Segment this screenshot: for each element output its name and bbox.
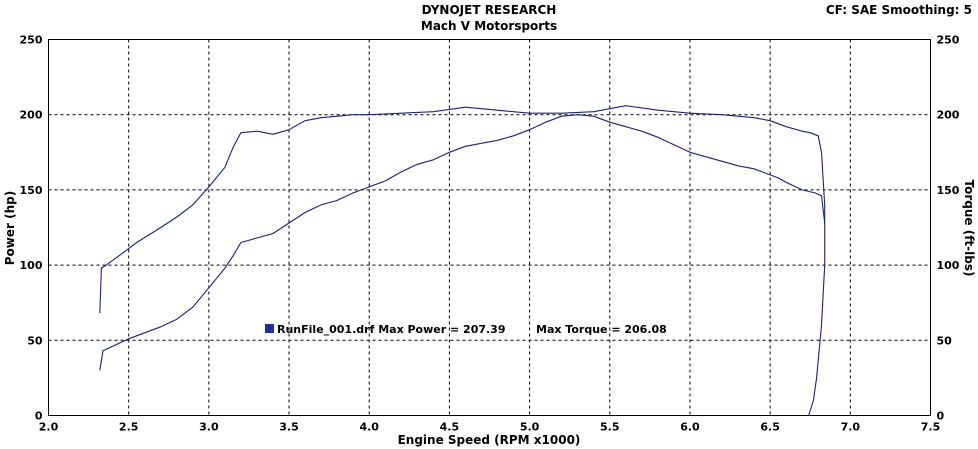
x-tick-label: 5.5 xyxy=(600,421,620,434)
legend-run-label: RunFile_001.drf Max Power = 207.39 xyxy=(277,323,506,336)
y-axis-left-label: Power (hp) xyxy=(3,191,17,265)
x-axis-label: Engine Speed (RPM x1000) xyxy=(398,433,581,447)
legend-max-torque: Max Torque = 206.08 xyxy=(536,323,667,336)
x-tick-label: 2.5 xyxy=(119,421,139,434)
series-group xyxy=(99,105,826,416)
y-tick-label-left: 0 xyxy=(35,410,43,423)
y-tick-label-right: 0 xyxy=(937,410,945,423)
y-tick-label-right: 100 xyxy=(937,259,960,272)
y-tick-label-right: 150 xyxy=(937,184,960,197)
y-tick-label-right: 200 xyxy=(937,109,960,122)
series-line-1 xyxy=(99,114,826,371)
y-axis-right-ticks: 0 50 100 150 200 250 xyxy=(937,34,960,423)
correction-factor-info: CF: SAE Smoothing: 5 xyxy=(825,3,972,17)
y-tick-label-left: 150 xyxy=(20,184,43,197)
x-tick-label: 4.5 xyxy=(440,421,460,434)
series-line-2 xyxy=(99,105,826,416)
y-tick-label-left: 250 xyxy=(20,34,43,47)
y-tick-label-left: 200 xyxy=(20,109,43,122)
x-tick-label: 2.0 xyxy=(39,421,59,434)
y-axis-right-label: Torque (ft-lbs) xyxy=(962,180,976,277)
chart-subtitle: Mach V Motorsports xyxy=(420,19,558,33)
x-tick-label: 3.0 xyxy=(199,421,219,434)
y-tick-label-right: 50 xyxy=(937,334,953,347)
x-tick-label: 7.5 xyxy=(921,421,941,434)
y-axis-left-ticks: 0 50 100 150 200 250 xyxy=(20,34,43,423)
x-tick-label: 6.5 xyxy=(760,421,780,434)
y-tick-label-left: 100 xyxy=(20,259,43,272)
x-tick-label: 7.0 xyxy=(841,421,861,434)
x-axis-ticks: 2.0 2.5 3.0 3.5 4.0 4.5 5.0 5.5 6.0 6.5 7.0 7.5 xyxy=(39,421,941,434)
x-tick-label: 4.0 xyxy=(359,421,379,434)
y-tick-label-left: 50 xyxy=(27,334,43,347)
x-tick-label: 3.5 xyxy=(279,421,299,434)
x-tick-label: 6.0 xyxy=(680,421,700,434)
chart-title: DYNOJET RESEARCH xyxy=(421,3,557,17)
x-tick-label: 5.0 xyxy=(520,421,540,434)
grid-lines xyxy=(48,39,931,416)
legend-swatch xyxy=(265,324,274,333)
plot-area xyxy=(48,39,931,416)
y-tick-label-right: 250 xyxy=(937,34,960,47)
